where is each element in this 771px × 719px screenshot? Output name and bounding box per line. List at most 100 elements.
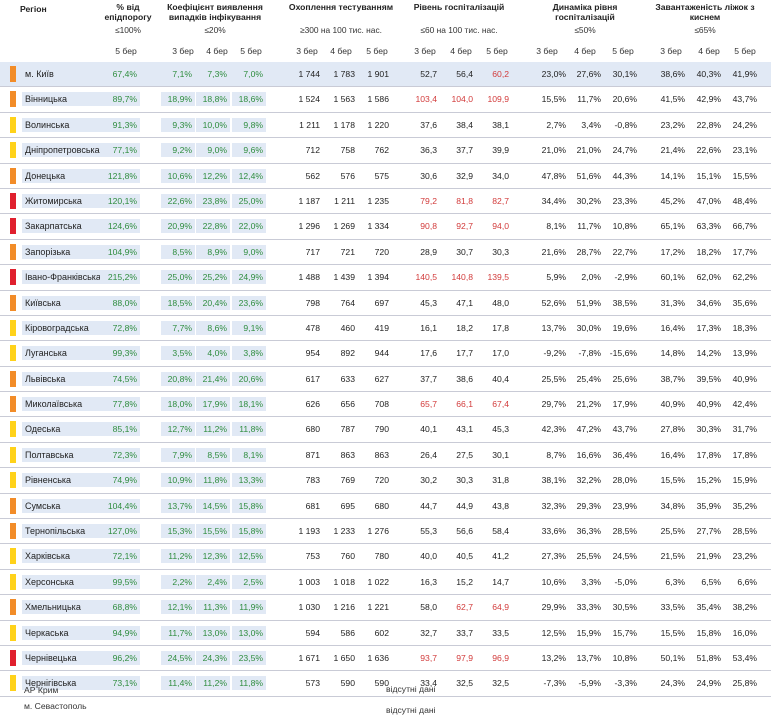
- tests-value: 1 018: [333, 576, 355, 587]
- region-name: Чернівецька: [22, 650, 125, 665]
- tests-value: 720: [374, 475, 389, 486]
- koef-value: 18,0%: [161, 397, 195, 412]
- dyn-value: 32,3%: [541, 500, 566, 511]
- koef-value: 13,3%: [232, 473, 266, 488]
- beds-value: 16,4%: [660, 322, 685, 333]
- dyn-value: 17,9%: [612, 399, 637, 410]
- koef-value: 20,4%: [196, 295, 230, 310]
- table-row: Луганська 99,3% 3,5% 4,0% 3,8% 954 892 944 17,6 1…: [0, 341, 771, 367]
- week-label: 4 бер: [574, 46, 596, 56]
- dyn-value: 5,9%: [546, 272, 566, 283]
- tests-value: 1 439: [333, 272, 355, 283]
- beds-value: 47,0%: [696, 195, 721, 206]
- region-name: Донецька: [22, 168, 125, 183]
- hosp-value: 62,7: [456, 602, 473, 613]
- table-row: Київська 88,0% 18,5% 20,4% 23,6% 798 764 697 45,…: [0, 291, 771, 316]
- zone-indicator: [10, 91, 16, 108]
- beds-value: 18,2%: [696, 246, 721, 257]
- hosp-value: 31,8: [492, 475, 509, 486]
- koef-value: 7,3%: [207, 69, 227, 79]
- tests-value: 1 671: [298, 652, 320, 663]
- hosp-value: 34,0: [492, 170, 509, 181]
- table-row: Дніпропетровська 77,1% 9,2% 9,0% 9,6% 712 758 7…: [0, 138, 771, 164]
- tests-value: 780: [374, 551, 389, 562]
- zone-indicator: [10, 345, 16, 362]
- koef-value: 15,8%: [232, 498, 266, 513]
- hosp-value: 58,4: [492, 526, 509, 537]
- week-label: 4 бер: [206, 46, 228, 56]
- beds-value: 30,3%: [696, 424, 721, 435]
- beds-value: 28,5%: [732, 526, 757, 537]
- beds-value: 40,9%: [660, 399, 685, 410]
- zone-indicator: [10, 269, 16, 286]
- hosp-value: 79,2: [420, 195, 437, 206]
- table-row: Донецька 121,8% 10,6% 12,2% 12,4% 562 576 575 30…: [0, 164, 771, 189]
- table-row: Одеська 85,1% 12,7% 11,2% 11,8% 680 787 790 40,1…: [0, 417, 771, 443]
- epid-value: 74,5%: [100, 371, 140, 386]
- tests-value: 575: [374, 170, 389, 181]
- hosp-value: 81,8: [456, 195, 473, 206]
- dyn-value: 27,6%: [576, 69, 601, 79]
- hosp-value: 93,7: [420, 652, 437, 663]
- hosp-value: 36,3: [420, 145, 437, 156]
- tests-value: 787: [340, 424, 355, 435]
- zone-indicator: [10, 548, 16, 565]
- header-tests: Охоплення тестуванням: [288, 2, 394, 12]
- epid-value: 68,8%: [100, 600, 140, 615]
- tests-value: 760: [340, 551, 355, 562]
- region-name: Тернопільська: [22, 524, 125, 539]
- dyn-value: 23,0%: [541, 69, 566, 79]
- koef-value: 9,8%: [232, 117, 266, 132]
- tests-value: 586: [340, 627, 355, 638]
- header-koef-threshold: ≤20%: [204, 25, 226, 35]
- tests-value: 1 216: [333, 602, 355, 613]
- hosp-value: 40,5: [456, 551, 473, 562]
- footer-crimea-no-data: відсутні дані: [386, 684, 436, 694]
- table-row: Рівненська 74,9% 10,9% 11,8% 13,3% 783 769 720 3…: [0, 468, 771, 494]
- dyn-value: 16,6%: [576, 449, 601, 460]
- dyn-value: 47,2%: [576, 424, 601, 435]
- hosp-value: 48,0: [492, 297, 509, 308]
- koef-value: 9,1%: [232, 320, 266, 335]
- koef-value: 11,4%: [161, 676, 195, 691]
- beds-value: 40,3%: [696, 69, 721, 79]
- tests-value: 1 563: [333, 94, 355, 105]
- beds-value: 6,5%: [701, 576, 721, 587]
- beds-value: 15,5%: [660, 475, 685, 486]
- koef-value: 12,1%: [161, 600, 195, 615]
- koef-value: 9,3%: [161, 117, 195, 132]
- beds-value: 48,4%: [732, 195, 757, 206]
- hosp-value: 52,7: [420, 69, 437, 79]
- hosp-value: 55,3: [420, 526, 437, 537]
- hosp-value: 32,5: [492, 678, 509, 689]
- beds-value: 23,1%: [732, 145, 757, 156]
- hosp-value: 30,7: [456, 246, 473, 257]
- koef-value: 22,8%: [196, 219, 230, 234]
- tests-value: 1 524: [298, 94, 320, 105]
- tests-value: 762: [374, 145, 389, 156]
- dyn-value: 36,3%: [576, 526, 601, 537]
- epid-value: 94,9%: [100, 625, 140, 640]
- koef-value: 12,5%: [232, 549, 266, 564]
- hosp-value: 38,6: [456, 373, 473, 384]
- tests-value: 573: [305, 678, 320, 689]
- hosp-value: 30,1: [492, 449, 509, 460]
- beds-value: 40,9%: [732, 373, 757, 384]
- beds-value: 24,3%: [660, 678, 685, 689]
- epid-value: 85,1%: [100, 422, 140, 437]
- beds-value: 25,8%: [732, 678, 757, 689]
- zone-indicator: [10, 599, 16, 616]
- hosp-value: 37,7: [420, 373, 437, 384]
- koef-value: 7,9%: [161, 447, 195, 462]
- dyn-value: 13,7%: [576, 652, 601, 663]
- tests-value: 1 394: [367, 272, 389, 283]
- dyn-value: 15,7%: [612, 627, 637, 638]
- epid-value: 121,8%: [100, 168, 140, 183]
- header-epid-threshold: ≤100%: [114, 25, 142, 35]
- week-label: 5 бер: [486, 46, 508, 56]
- koef-value: 12,4%: [232, 168, 266, 183]
- koef-value: 14,5%: [196, 498, 230, 513]
- dyn-value: 8,7%: [546, 449, 566, 460]
- tests-value: 590: [374, 678, 389, 689]
- table-row: Кіровоградська 72,8% 7,7% 8,6% 9,1% 478 460 419…: [0, 316, 771, 342]
